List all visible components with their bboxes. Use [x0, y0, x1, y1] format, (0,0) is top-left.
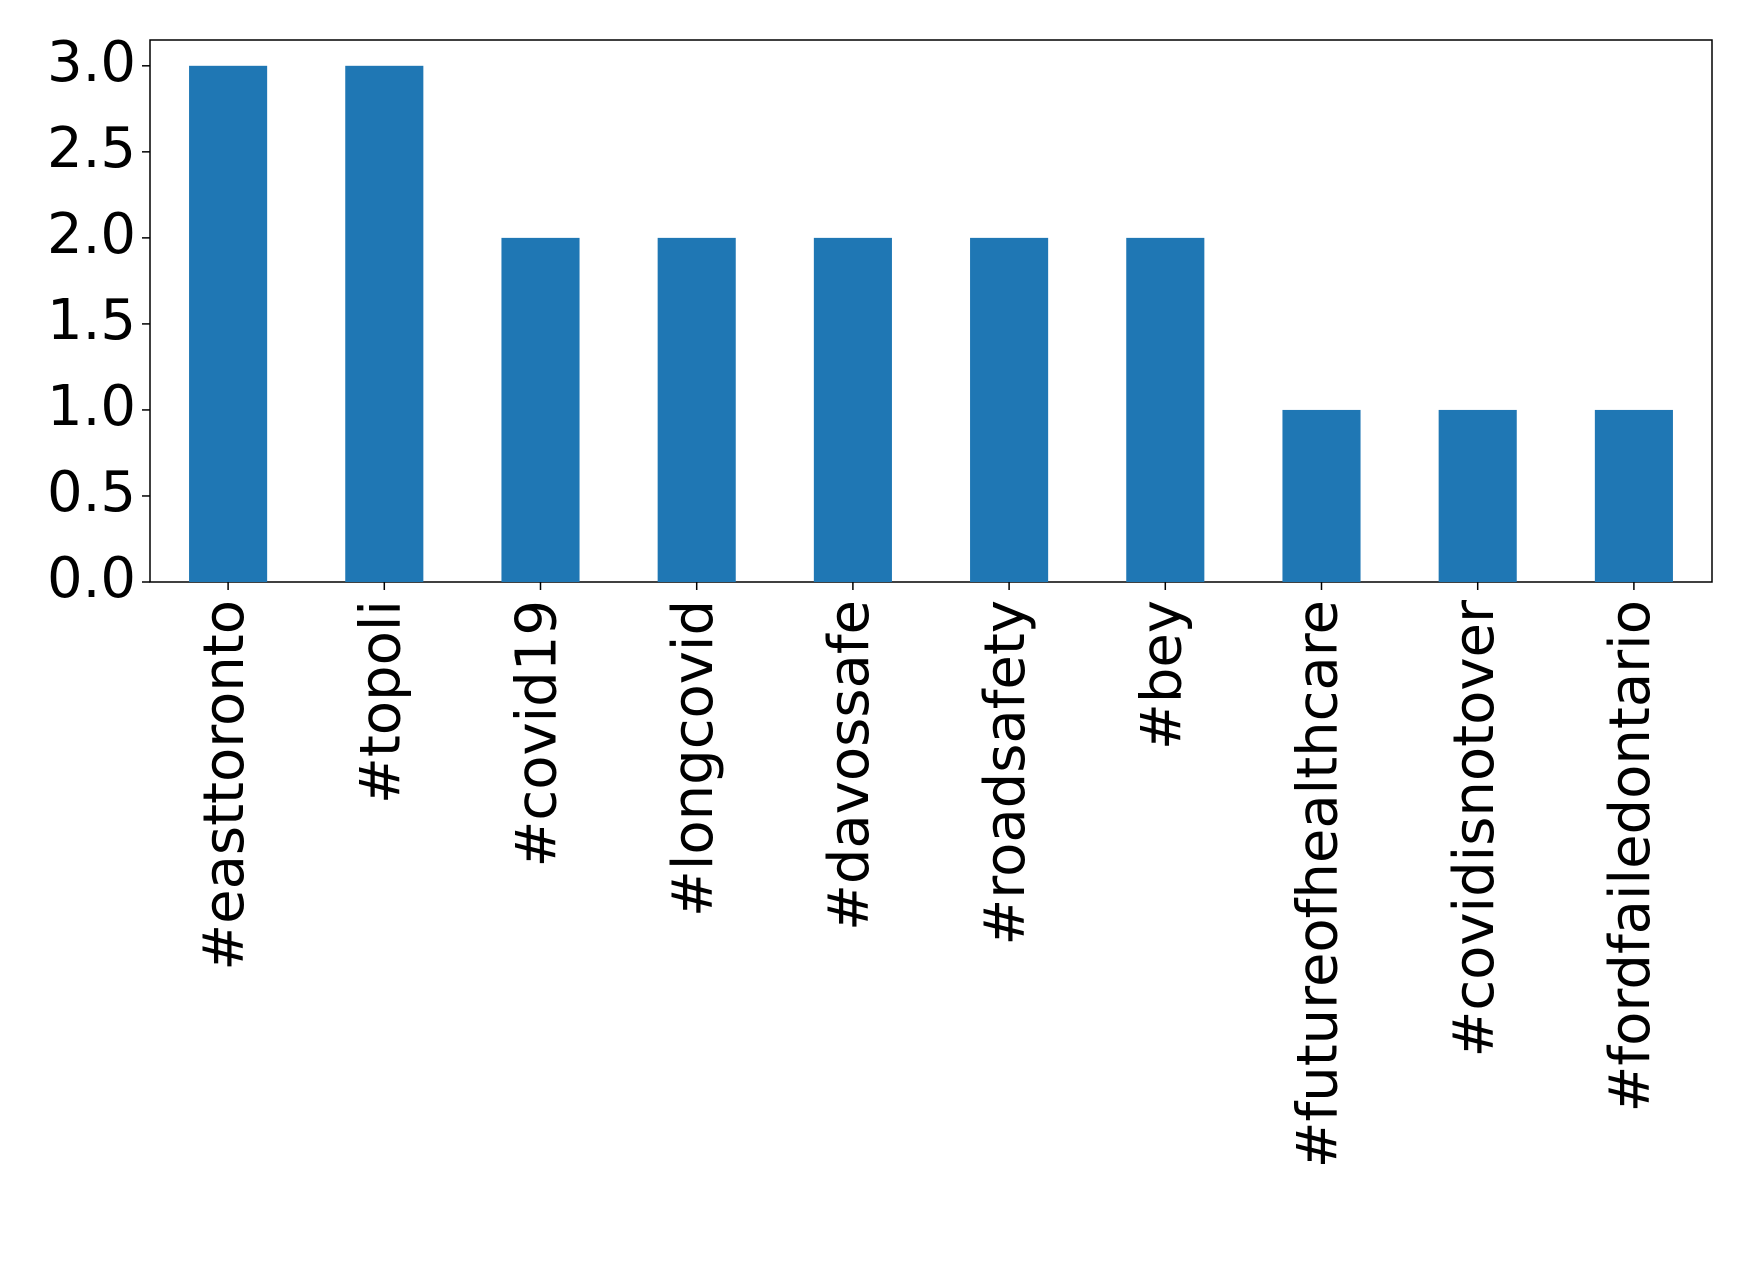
y-tick-label: 2.5	[47, 116, 136, 181]
plot-frame	[149, 39, 1713, 583]
y-tick-label: 2.0	[47, 202, 136, 267]
bar	[970, 237, 1049, 582]
x-tick-label: #covid19	[505, 600, 570, 867]
x-tick-label: #roadsafety	[973, 600, 1038, 946]
bar	[189, 65, 268, 583]
x-tick-label: #davossafe	[817, 600, 882, 931]
y-tick-label: 0.5	[47, 460, 136, 525]
bar	[1282, 409, 1361, 582]
x-tick-label: #futureofhealthcare	[1286, 600, 1351, 1168]
bar	[657, 237, 736, 582]
x-tick-label: #covidisnotover	[1442, 599, 1507, 1058]
bar	[1126, 237, 1205, 582]
y-tick-label: 1.5	[47, 288, 136, 353]
y-tick-label: 0.0	[47, 546, 136, 611]
x-tick-label: #longcovid	[661, 600, 726, 917]
x-tick-label: #easttoronto	[192, 600, 257, 971]
x-tick-label: #fordfailedontario	[1598, 600, 1663, 1113]
bar	[1438, 409, 1517, 582]
bar	[813, 237, 892, 582]
bar	[1594, 409, 1673, 582]
x-tick-label: #bey	[1129, 600, 1194, 750]
bar	[345, 65, 424, 583]
bar	[501, 237, 580, 582]
y-tick-label: 1.0	[47, 374, 136, 439]
y-tick-label: 3.0	[47, 30, 136, 95]
x-tick-label: #topoli	[348, 600, 413, 804]
